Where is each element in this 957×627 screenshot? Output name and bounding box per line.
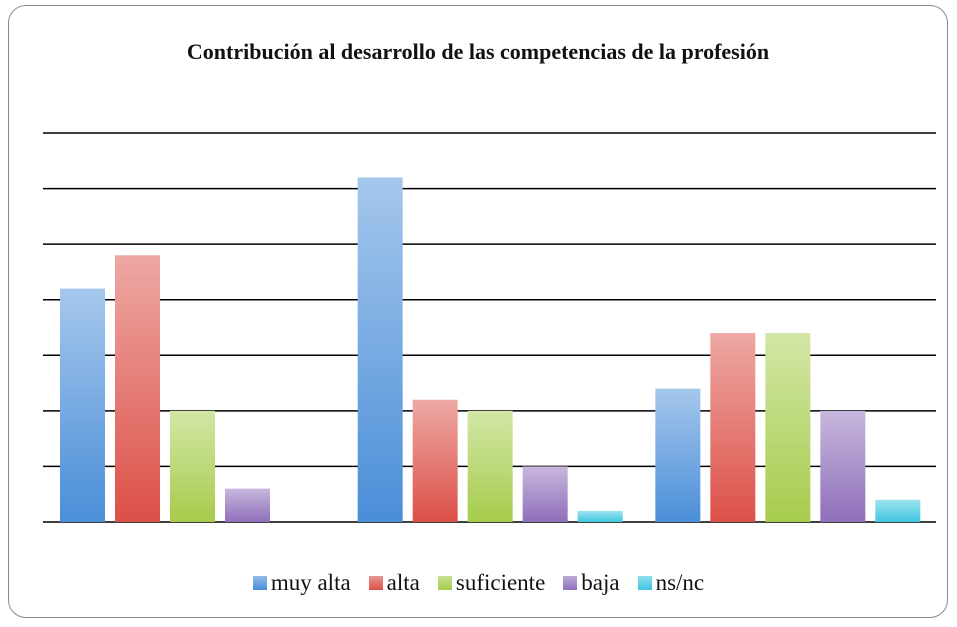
legend-item: suficiente: [437, 570, 546, 596]
legend-label: baja: [581, 570, 620, 595]
legend-item: ns/nc: [637, 570, 705, 596]
bar: [655, 388, 701, 522]
bar: [467, 410, 513, 522]
bar: [115, 255, 160, 522]
legend-label: suficiente: [455, 570, 546, 595]
legend: muy alta alta suficiente baja ns/nc: [0, 570, 957, 596]
legend-swatch: [637, 576, 652, 590]
bar: [577, 510, 623, 522]
bar: [820, 410, 866, 522]
bar: [765, 333, 811, 522]
legend-item: alta: [368, 570, 420, 596]
legend-swatch: [437, 576, 452, 590]
legend-item: baja: [563, 570, 620, 596]
bar: [60, 288, 105, 522]
legend-label: alta: [386, 570, 420, 595]
legend-swatch: [252, 576, 267, 590]
legend-item: muy alta: [252, 570, 351, 596]
bar: [225, 488, 270, 522]
bar: [522, 466, 568, 522]
bar: [710, 333, 756, 522]
legend-swatch: [368, 576, 383, 590]
legend-swatch: [563, 576, 578, 590]
bar: [875, 499, 921, 522]
legend-label: muy alta: [270, 570, 351, 595]
bar: [412, 399, 458, 522]
bar: [170, 410, 215, 522]
bar: [357, 177, 403, 522]
chart-frame: [8, 5, 948, 618]
chart-title: Contribución al desarrollo de las compet…: [186, 39, 770, 64]
legend-label: ns/nc: [655, 570, 705, 595]
